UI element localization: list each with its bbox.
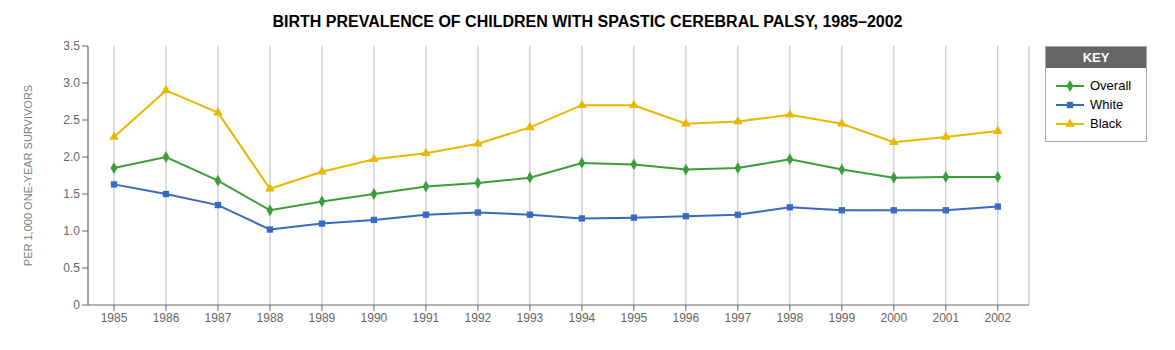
svg-text:0: 0 <box>73 298 80 312</box>
svg-text:1996: 1996 <box>673 311 700 325</box>
svg-text:1989: 1989 <box>309 311 336 325</box>
html-text:Overall: Overall <box>1090 78 1132 93</box>
svg-text:2.5: 2.5 <box>63 113 80 127</box>
svg-text:2.0: 2.0 <box>63 150 80 164</box>
svg-text:3.0: 3.0 <box>63 76 80 90</box>
svg-text:1986: 1986 <box>153 311 180 325</box>
svg-text:2001: 2001 <box>932 311 959 325</box>
svg-text:1.5: 1.5 <box>63 187 80 201</box>
svg-text:1987: 1987 <box>205 311 232 325</box>
svg-text:1999: 1999 <box>828 311 855 325</box>
svg-text:2002: 2002 <box>984 311 1011 325</box>
svg-text:1990: 1990 <box>361 311 388 325</box>
svg-text:1998: 1998 <box>776 311 803 325</box>
svg-text:2000: 2000 <box>880 311 907 325</box>
html-text:Black: Black <box>1090 116 1122 131</box>
svg-text:1997: 1997 <box>725 311 752 325</box>
svg-text:1994: 1994 <box>569 311 596 325</box>
svg-text:0.5: 0.5 <box>63 261 80 275</box>
svg-text:1995: 1995 <box>621 311 648 325</box>
html-text:KEY: KEY <box>1082 50 1110 65</box>
svg-text:PER 1,000 ONE-YEAR SURVIVORS: PER 1,000 ONE-YEAR SURVIVORS <box>22 85 34 266</box>
svg-text:1991: 1991 <box>413 311 440 325</box>
svg-text:1988: 1988 <box>257 311 284 325</box>
svg-text:1.0: 1.0 <box>63 224 80 238</box>
svg-text:1992: 1992 <box>465 311 492 325</box>
html-text:BIRTH PREVALENCE OF CHILDREN W: BIRTH PREVALENCE OF CHILDREN WITH SPASTI… <box>272 13 903 30</box>
html-text:White: White <box>1090 97 1124 112</box>
svg-text:1993: 1993 <box>517 311 544 325</box>
svg-text:3.5: 3.5 <box>63 39 80 53</box>
svg-text:1985: 1985 <box>101 311 128 325</box>
